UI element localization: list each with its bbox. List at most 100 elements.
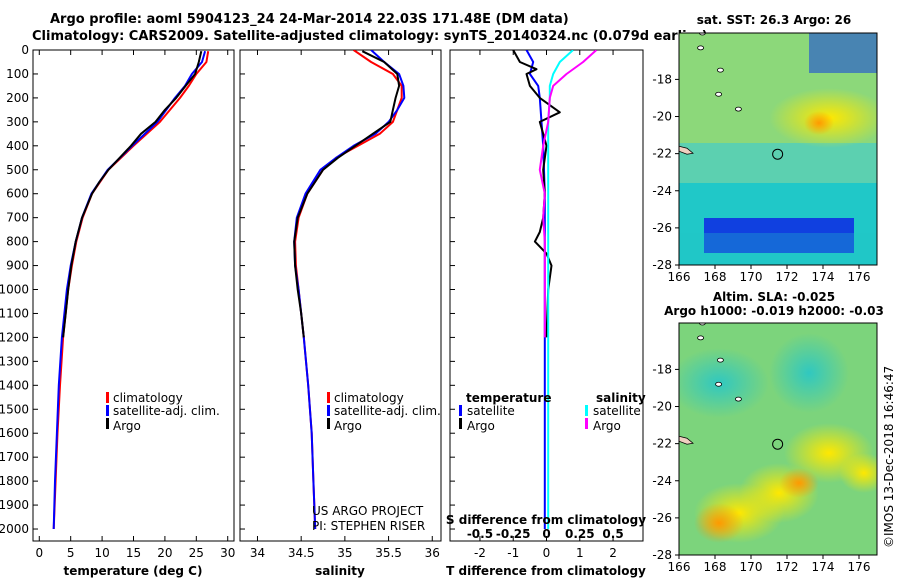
map-y-tick-label: -26 (652, 511, 672, 525)
temperature-legend: climatology satellite-adj. clim. Argo (106, 391, 220, 433)
map-y-tick-label: -18 (652, 362, 672, 376)
sla-map-title: Altim. SLA: -0.025 (713, 290, 835, 304)
map-x-tick-label: 170 (740, 560, 763, 574)
y-tick-label: 900 (6, 259, 29, 273)
legend-swatch-s-argo (585, 418, 588, 429)
x-tick-label: 2 (609, 546, 617, 560)
pi-annotation: PI: STEPHEN RISER (312, 519, 425, 533)
map-y-tick-label: -24 (652, 184, 672, 198)
map-x-tick-label: 172 (776, 560, 799, 574)
salinity-panel (239, 49, 442, 542)
page-title-line2: Climatology: CARS2009. Satellite-adjuste… (32, 29, 708, 44)
legend-label: Argo (593, 419, 621, 433)
y-tick-label: 1800 (0, 474, 29, 488)
y-tick-label: 1600 (0, 426, 29, 440)
map-x-tick-label: 166 (668, 560, 691, 574)
x-tick-label: 1 (576, 546, 584, 560)
series-line-salinity-argo (538, 50, 598, 338)
series-line-salinity-satellite (547, 50, 574, 529)
series-line-satellite-adj-clim- (293, 50, 406, 530)
x-tick-label-salinity: 0 (542, 527, 550, 541)
difference-panel (449, 49, 644, 542)
y-tick-label: 400 (6, 139, 29, 153)
x-tick-label: 34 (250, 546, 265, 560)
y-tick-label: 100 (6, 67, 29, 81)
x-tick-label: 36 (425, 546, 440, 560)
y-tick-label: 1200 (0, 330, 29, 344)
legend-swatch-climatology (327, 392, 330, 403)
map-y-tick-label: -18 (652, 72, 672, 86)
legend-swatch-argo (106, 418, 109, 429)
legend-swatch-satellite (106, 405, 109, 416)
legend-swatch-climatology (106, 392, 109, 403)
y-tick-label: 1500 (0, 402, 29, 416)
sst-cold-band (704, 218, 854, 253)
map-y-tick-label: -22 (652, 437, 672, 451)
legend-header-salinity: salinity (596, 391, 646, 405)
map-y-tick-label: -24 (652, 474, 672, 488)
x-tick-label-salinity: 0.5 (602, 527, 623, 541)
salinity-xlabel: salinity (315, 564, 365, 578)
x-tick-label-salinity: -0.5 (467, 527, 493, 541)
sst-cloud-gaps (809, 33, 877, 73)
map-y-tick-label: -28 (652, 258, 672, 272)
x-tick-label: 15 (126, 546, 141, 560)
y-tick-label: 1100 (0, 306, 29, 320)
map-x-tick-label: 170 (740, 270, 763, 284)
legend-label: climatology (334, 391, 404, 405)
salinity-legend: climatology satellite-adj. clim. Argo US… (312, 391, 441, 533)
temperature-xlabel: temperature (deg C) (64, 564, 203, 578)
t-diff-xlabel: T difference from climatology (446, 564, 646, 578)
island-shape (697, 335, 704, 341)
map-x-tick-label: 168 (704, 270, 727, 284)
sla-anomaly-blob (694, 503, 744, 543)
x-tick-label-salinity: 0.25 (565, 527, 595, 541)
legend-label: satellite (467, 404, 515, 418)
series-line-climatology (52, 51, 210, 530)
y-tick-label: 300 (6, 115, 29, 129)
argo-float-marker (772, 438, 784, 450)
x-tick-label: 35 (337, 546, 352, 560)
legend-label: climatology (113, 391, 183, 405)
legend-label: satellite-adj. clim. (334, 404, 441, 418)
legend-swatch-t-argo (459, 418, 462, 429)
legend-label: satellite-adj. clim. (113, 404, 220, 418)
island-shape (717, 67, 724, 73)
island-shape (715, 381, 722, 387)
sst-hot-patch (804, 111, 834, 135)
page-title-line1: Argo profile: aoml 5904123_24 24-Mar-201… (50, 12, 569, 27)
map-x-tick-label: 172 (776, 270, 799, 284)
legend-swatch-satellite (327, 405, 330, 416)
y-tick-label: 1300 (0, 354, 29, 368)
y-tick-label: 500 (6, 163, 29, 177)
sst-map-frame (678, 32, 878, 266)
legend-label: Argo (113, 419, 141, 433)
map-y-tick-label: -20 (652, 400, 672, 414)
sst-south (679, 233, 877, 265)
y-tick-label: 2000 (0, 522, 29, 536)
y-tick-label: 1000 (0, 283, 29, 297)
y-tick-label: 1700 (0, 450, 29, 464)
series-line-temperature-argo (512, 50, 561, 338)
depth-axis: 0 100 200 300 400 500 600 700 800 900 1000 1100 1200… (0, 43, 38, 536)
legend-label: satellite (593, 404, 641, 418)
series-line-satellite-adj-clim- (52, 50, 207, 530)
sst-map (679, 33, 877, 265)
x-tick-label: 10 (94, 546, 109, 560)
x-tick-label: 0 (543, 546, 551, 560)
map-x-tick-label: 176 (848, 270, 871, 284)
island-shape (715, 91, 722, 97)
legend-label: Argo (467, 419, 495, 433)
series-line-argo (62, 50, 203, 338)
new-caledonia-shape (679, 145, 694, 155)
x-tick-label: 25 (189, 546, 204, 560)
y-tick-label: 1900 (0, 498, 29, 512)
difference-legend: temperature satellite Argo salinity sate… (459, 391, 646, 433)
y-tick-label: 200 (6, 91, 29, 105)
legend-label: Argo (334, 419, 362, 433)
x-tick-label: -1 (507, 546, 519, 560)
island-shape (717, 357, 724, 363)
island-shape (735, 396, 742, 402)
island-shape (735, 106, 742, 112)
